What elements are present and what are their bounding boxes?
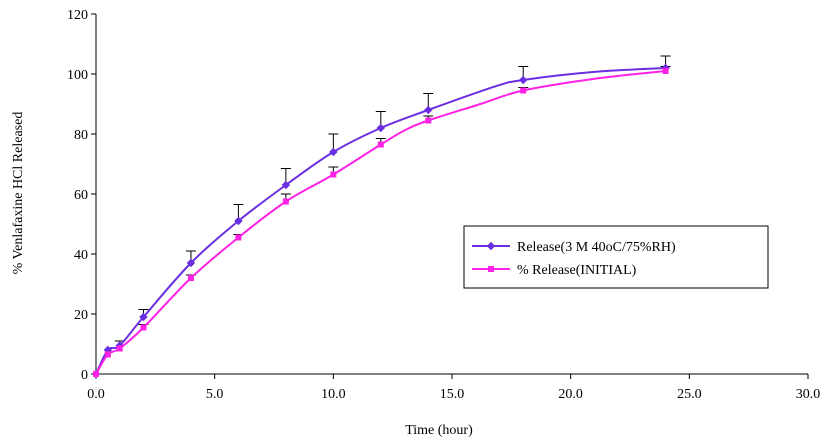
data-point [330,171,337,178]
series-1 [93,68,669,377]
data-point [93,371,99,377]
legend-marker-0 [486,241,496,251]
data-point [186,258,196,268]
x-tick-label: 10.0 [321,387,346,402]
series-layer [91,55,671,379]
legend-label-release-initial: % Release(INITIAL) [517,263,637,278]
data-point [139,312,148,322]
x-tick-label: 15.0 [440,387,465,402]
legend-box [463,225,769,289]
x-tick-label: 5.0 [206,387,224,402]
data-point [424,105,433,115]
x-tick-label: 20.0 [558,387,583,402]
legend: Release(3 M 40oC/75%RH) % Release(INITIA… [463,225,769,289]
data-point [518,75,528,85]
legend-label-release-3m: Release(3 M 40oC/75%RH) [517,240,676,255]
y-tick-label: 40 [74,248,88,263]
data-point [104,351,111,358]
data-point [662,68,669,74]
x-tick-label: 30.0 [796,387,821,402]
data-point [140,324,147,331]
y-tick-label: 0 [81,368,88,383]
data-point [282,198,289,205]
data-point [116,345,123,352]
y-tick-label: 60 [74,188,88,203]
data-point [377,141,384,148]
data-point [329,147,338,157]
data-point [281,180,291,190]
data-point [376,123,386,133]
y-tick-label: 120 [67,8,88,23]
x-tick-label: 0.0 [87,387,105,402]
x-axis-title: Time (hour) [405,423,473,438]
tick-labels: 0 20 40 60 80 100 120 0.0 5.0 10.0 15.0 20.0 25.0 30.… [67,8,820,402]
error-bars-series-0 [114,55,671,346]
data-point [520,87,527,94]
legend-marker-1 [488,266,494,272]
axes [91,13,809,379]
data-point [425,117,432,124]
data-point [235,234,242,241]
y-tick-label: 100 [67,68,88,83]
data-point [234,216,243,226]
y-tick-label: 80 [74,128,88,143]
x-tick-label: 25.0 [677,387,702,402]
y-axis-title: % Venlafaxine HCl Released [11,112,26,275]
data-point [187,275,194,281]
y-tick-label: 20 [74,308,88,323]
